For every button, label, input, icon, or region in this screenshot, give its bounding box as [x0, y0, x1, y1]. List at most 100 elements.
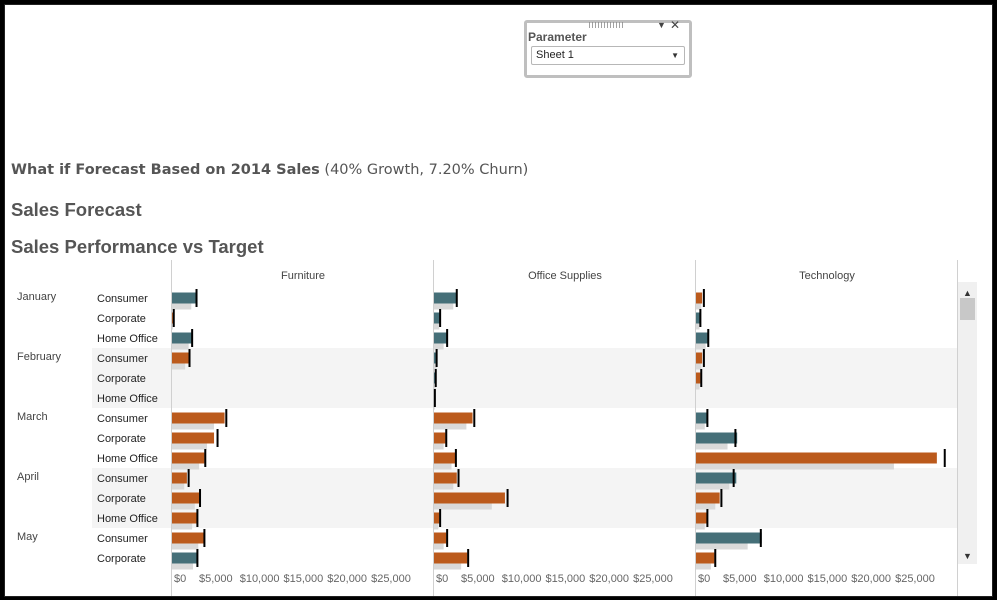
- target-marker: [734, 429, 737, 447]
- sales-bar[interactable]: [696, 452, 937, 464]
- sales-bar[interactable]: [172, 492, 200, 504]
- parameter-select[interactable]: Sheet 1 ▼: [531, 46, 685, 65]
- sales-bar[interactable]: [434, 332, 448, 344]
- sales-bar[interactable]: [696, 412, 708, 424]
- sales-bar[interactable]: [172, 432, 215, 444]
- target-marker: [435, 349, 438, 367]
- sales-bar[interactable]: [434, 512, 440, 524]
- target-marker: [433, 389, 436, 407]
- sales-bar[interactable]: [696, 332, 709, 344]
- x-tick-label: $20,000: [327, 573, 367, 585]
- target-marker: [188, 349, 191, 367]
- sales-bar[interactable]: [434, 412, 473, 424]
- sales-bar[interactable]: [696, 532, 762, 544]
- sales-bar[interactable]: [172, 552, 198, 564]
- scrollbar-track[interactable]: [958, 282, 977, 564]
- month-label: January: [17, 291, 57, 303]
- x-tick-label: $15,000: [545, 573, 585, 585]
- sales-bar[interactable]: [696, 512, 707, 524]
- sales-bar[interactable]: [434, 492, 505, 504]
- sales-bar[interactable]: [434, 312, 441, 324]
- scroll-up-icon[interactable]: ▲: [963, 288, 972, 298]
- sales-bar[interactable]: [434, 352, 437, 364]
- target-marker: [702, 349, 705, 367]
- target-marker: [203, 529, 206, 547]
- row-band: [92, 508, 958, 528]
- sales-bar[interactable]: [696, 492, 720, 504]
- sales-bar[interactable]: [696, 372, 701, 384]
- segment-label: Corporate: [97, 433, 146, 445]
- column-header: Furniture: [281, 270, 325, 282]
- sales-bar[interactable]: [696, 432, 738, 444]
- target-marker: [446, 529, 449, 547]
- sales-bar[interactable]: [172, 512, 197, 524]
- row-band: [92, 368, 958, 388]
- target-marker: [732, 469, 735, 487]
- sales-bar[interactable]: [434, 432, 446, 444]
- segment-label: Consumer: [97, 293, 148, 305]
- row-band: [92, 468, 958, 488]
- drag-handle[interactable]: [589, 22, 623, 28]
- sales-bar[interactable]: [434, 532, 447, 544]
- sales-bar[interactable]: [172, 292, 197, 304]
- target-marker: [714, 549, 717, 567]
- target-marker: [506, 489, 509, 507]
- x-tick-label: $0: [436, 573, 448, 585]
- forecast-subtitle: What if Forecast Based on 2014 Sales (40…: [11, 162, 528, 178]
- target-marker: [199, 489, 202, 507]
- column-header: Office Supplies: [528, 270, 602, 282]
- sales-bar[interactable]: [434, 292, 457, 304]
- row-band: [92, 488, 958, 508]
- target-marker: [454, 449, 457, 467]
- sales-bar[interactable]: [696, 312, 701, 324]
- sales-bar[interactable]: [434, 472, 457, 484]
- target-marker: [445, 429, 448, 447]
- x-tick-label: $10,000: [502, 573, 542, 585]
- x-tick-label: $10,000: [240, 573, 280, 585]
- parameter-control[interactable]: ▼ ✕ Parameter Sheet 1 ▼: [524, 18, 692, 78]
- sales-bar[interactable]: [172, 472, 187, 484]
- sales-bar[interactable]: [696, 292, 703, 304]
- segment-label: Corporate: [97, 553, 146, 565]
- sales-bar[interactable]: [172, 312, 173, 324]
- sales-bar[interactable]: [172, 532, 204, 544]
- target-marker: [943, 449, 946, 467]
- scrollbar-thumb[interactable]: [960, 298, 975, 320]
- sales-bar[interactable]: [172, 412, 225, 424]
- target-marker: [196, 509, 199, 527]
- parameter-select-value: Sheet 1: [536, 49, 574, 61]
- target-marker: [216, 429, 219, 447]
- segment-label: Consumer: [97, 353, 148, 365]
- x-tick-label: $5,000: [723, 573, 757, 585]
- sales-bar[interactable]: [696, 472, 737, 484]
- target-marker: [191, 329, 194, 347]
- close-icon[interactable]: ✕: [670, 18, 681, 32]
- target-marker: [706, 409, 709, 427]
- sales-bar[interactable]: [434, 552, 468, 564]
- row-band: [92, 388, 958, 408]
- segment-label: Home Office: [97, 513, 158, 525]
- target-marker: [172, 309, 175, 327]
- segment-label: Consumer: [97, 473, 148, 485]
- x-tick-label: $10,000: [764, 573, 804, 585]
- target-marker: [473, 409, 476, 427]
- month-label: March: [17, 411, 48, 423]
- target-marker: [706, 509, 709, 527]
- segment-label: Corporate: [97, 493, 146, 505]
- sales-bar[interactable]: [696, 352, 703, 364]
- sales-forecast-title: Sales Forecast: [11, 199, 142, 220]
- sales-bar[interactable]: [434, 452, 456, 464]
- target-marker: [700, 369, 703, 387]
- column-header: Technology: [799, 270, 855, 282]
- target-marker: [455, 289, 458, 307]
- bar-chart: Furniture Office Supplies Technology Januar…: [17, 260, 977, 596]
- sales-bar[interactable]: [172, 452, 205, 464]
- segment-label: Consumer: [97, 533, 148, 545]
- sales-bar[interactable]: [696, 552, 715, 564]
- scroll-down-icon[interactable]: ▼: [963, 551, 972, 561]
- sales-bar[interactable]: [172, 332, 193, 344]
- target-marker: [457, 469, 460, 487]
- sales-bar[interactable]: [172, 352, 189, 364]
- menu-dropdown-icon[interactable]: ▼: [657, 20, 666, 30]
- x-tick-label: $25,000: [371, 573, 411, 585]
